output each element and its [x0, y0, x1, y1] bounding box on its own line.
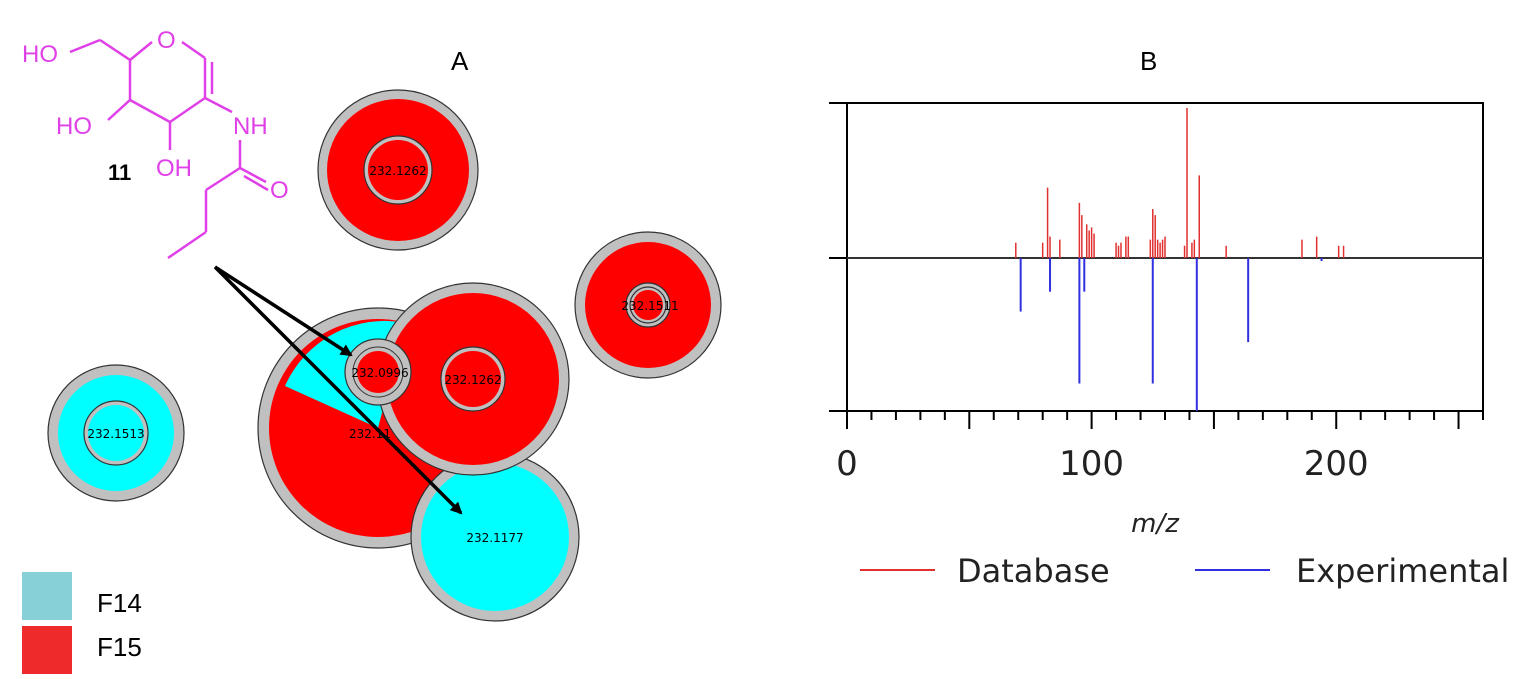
network-node: 232.1513: [47, 364, 185, 502]
legend-swatch-f15: [22, 626, 72, 674]
mol-carbonyl-oxygen: O: [270, 177, 289, 204]
arrow-to-232-0996: [214, 265, 353, 357]
node-label: 232.1511: [621, 299, 678, 313]
mol-ring-oxygen: O: [157, 27, 176, 54]
x-axis-tick-labels: 0 100 200: [836, 444, 1369, 484]
molecule-structure: [69, 38, 269, 260]
compound-number: 11: [108, 160, 131, 185]
legend-label-f15: F15: [97, 632, 142, 662]
network-node: 232.1177: [410, 452, 580, 622]
node-label: 232.1513: [87, 427, 144, 441]
panel-a-label: A: [451, 46, 469, 76]
database-series: [1015, 108, 1345, 258]
mol-ho-top: HO: [22, 41, 58, 68]
legend-label-f14: F14: [97, 588, 142, 618]
mirror-spectrum-plot: 0 100 200: [829, 102, 1484, 484]
x-tick-label: 100: [1059, 444, 1124, 484]
mol-nh: NH: [233, 113, 268, 140]
mol-oh: OH: [156, 155, 192, 182]
network-node: 232.1511: [574, 231, 722, 379]
pointer-arrows: [213, 265, 463, 515]
legend-label-experimental: Experimental: [1296, 552, 1509, 590]
network-node: 232.1262: [317, 89, 479, 251]
x-tick-label: 0: [836, 444, 858, 484]
legend-swatch-f14: [22, 572, 72, 620]
experimental-series: [1019, 258, 1323, 411]
node-label: 232.0996: [351, 366, 408, 380]
arrow-to-232-1177: [213, 265, 463, 515]
node-label: 232.1262: [444, 373, 501, 387]
x-tick-label: 200: [1304, 444, 1369, 484]
mol-ho-mid: HO: [56, 113, 92, 140]
network-node: 232.0996: [344, 338, 412, 406]
x-axis-ticks: [846, 411, 1484, 429]
legend-label-database: Database: [957, 552, 1110, 590]
x-axis-title: m/z: [1131, 509, 1180, 539]
panel-b-label: B: [1140, 46, 1157, 76]
node-label: 232.1177: [466, 531, 523, 545]
node-label: 232.1262: [369, 164, 426, 178]
